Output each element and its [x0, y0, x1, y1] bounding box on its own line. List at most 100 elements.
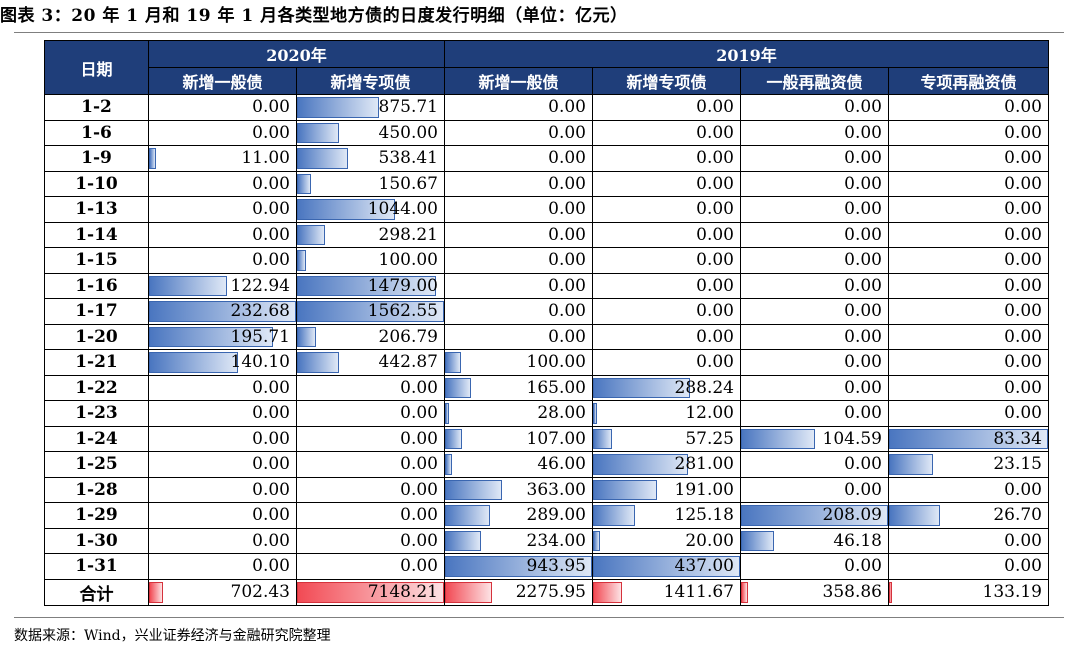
cell-value: 104.59 — [822, 428, 882, 449]
cell-value: 0.00 — [548, 148, 586, 169]
value-cell: 0.00 — [740, 476, 889, 503]
value-cell: 23.15 — [888, 451, 1049, 478]
group-header-2019: 2019年 — [444, 40, 1049, 68]
cell-value: 0.00 — [548, 250, 586, 271]
cell-value: 2275.95 — [515, 582, 586, 602]
value-cell: 0.00 — [740, 553, 889, 580]
data-bar — [741, 530, 774, 551]
cell-value: 23.15 — [993, 454, 1042, 475]
table-row: 1-21 140.10 442.87 100.00 0.00 0.00 0.00 — [44, 349, 1049, 376]
cell-value: 0.00 — [1004, 250, 1042, 271]
cell-value: 46.00 — [537, 454, 586, 475]
cell-value: 0.00 — [844, 199, 882, 220]
value-cell: 20.00 — [592, 527, 741, 554]
value-cell: 358.86 — [740, 578, 889, 606]
table-row: 1-17 232.68 1562.55 0.00 0.00 0.00 0.00 — [44, 298, 1049, 325]
value-cell: 7148.21 — [296, 578, 445, 606]
title-divider — [14, 32, 1064, 33]
data-bar — [593, 581, 623, 603]
table-row: 1-2 0.00 875.71 0.00 0.00 0.00 0.00 — [44, 94, 1049, 121]
table-row: 1-31 0.00 0.00 943.95 437.00 0.00 0.00 — [44, 553, 1049, 580]
value-cell: 0.00 — [888, 94, 1049, 121]
cell-value: 28.00 — [537, 403, 586, 424]
value-cell: 0.00 — [148, 425, 297, 452]
value-cell: 0.00 — [592, 196, 741, 223]
value-cell: 195.71 — [148, 323, 297, 350]
cell-value: 7148.21 — [367, 582, 438, 602]
value-cell: 0.00 — [592, 349, 741, 376]
value-cell: 0.00 — [444, 221, 593, 248]
cell-value: 0.00 — [1004, 122, 1042, 143]
cell-value: 0.00 — [252, 428, 290, 449]
value-cell: 0.00 — [888, 247, 1049, 274]
table-row: 1-10 0.00 150.67 0.00 0.00 0.00 0.00 — [44, 170, 1049, 197]
value-cell: 0.00 — [888, 527, 1049, 554]
value-cell: 0.00 — [444, 323, 593, 350]
table-row: 1-22 0.00 0.00 165.00 288.24 0.00 0.00 — [44, 374, 1049, 401]
cell-value: 0.00 — [252, 173, 290, 194]
value-cell: 298.21 — [296, 221, 445, 248]
value-cell: 702.43 — [148, 578, 297, 606]
data-bar — [445, 505, 490, 526]
value-cell: 0.00 — [444, 94, 593, 121]
cell-value: 875.71 — [378, 97, 438, 118]
data-bar — [593, 479, 658, 500]
row-date: 1-21 — [44, 349, 149, 376]
table-row: 1-6 0.00 450.00 0.00 0.00 0.00 0.00 — [44, 119, 1049, 146]
value-cell: 100.00 — [444, 349, 593, 376]
footer-divider — [14, 617, 1064, 618]
value-cell: 0.00 — [148, 94, 297, 121]
cell-value: 289.00 — [526, 505, 586, 526]
source-note: 数据来源：Wind，兴业证券经济与金融研究院整理 — [14, 628, 331, 644]
data-bar — [593, 505, 636, 526]
data-bar — [445, 377, 471, 398]
value-cell: 0.00 — [740, 298, 889, 325]
value-cell: 0.00 — [740, 323, 889, 350]
cell-value: 0.00 — [1004, 97, 1042, 118]
data-bar — [149, 581, 164, 603]
value-cell: 0.00 — [888, 170, 1049, 197]
value-cell: 104.59 — [740, 425, 889, 452]
data-bar — [149, 148, 156, 169]
cell-value: 0.00 — [844, 97, 882, 118]
value-cell: 0.00 — [888, 298, 1049, 325]
cell-value: 0.00 — [844, 224, 882, 245]
value-cell: 0.00 — [296, 374, 445, 401]
cell-value: 450.00 — [378, 122, 438, 143]
cell-value: 83.34 — [993, 428, 1042, 449]
cell-value: 0.00 — [400, 454, 438, 475]
cell-value: 0.00 — [1004, 224, 1042, 245]
value-cell: 0.00 — [740, 221, 889, 248]
data-bar — [297, 301, 444, 322]
table-row: 1-29 0.00 0.00 289.00 125.18 208.09 26.70 — [44, 502, 1049, 529]
cell-value: 0.00 — [844, 403, 882, 424]
data-bar — [593, 377, 690, 398]
value-cell: 232.68 — [148, 298, 297, 325]
data-bar — [445, 581, 492, 603]
value-cell: 0.00 — [296, 425, 445, 452]
cell-value: 232.68 — [230, 301, 290, 322]
cell-value: 0.00 — [252, 403, 290, 424]
value-cell: 100.00 — [296, 247, 445, 274]
value-cell: 0.00 — [592, 323, 741, 350]
row-date: 1-9 — [44, 145, 149, 172]
value-cell: 1562.55 — [296, 298, 445, 325]
data-bar — [445, 403, 450, 424]
cell-value: 0.00 — [844, 454, 882, 475]
value-cell: 46.00 — [444, 451, 593, 478]
value-cell: 0.00 — [740, 119, 889, 146]
value-cell: 0.00 — [444, 272, 593, 299]
cell-value: 0.00 — [844, 250, 882, 271]
value-cell: 12.00 — [592, 400, 741, 427]
cell-value: 0.00 — [400, 505, 438, 526]
value-cell: 0.00 — [888, 221, 1049, 248]
cell-value: 0.00 — [252, 505, 290, 526]
cell-value: 0.00 — [1004, 352, 1042, 373]
value-cell: 0.00 — [740, 196, 889, 223]
cell-value: 0.00 — [696, 122, 734, 143]
data-bar — [445, 556, 592, 577]
cell-value: 0.00 — [696, 173, 734, 194]
column-header: 新增一般债 — [148, 67, 297, 95]
value-cell: 234.00 — [444, 527, 593, 554]
value-cell: 875.71 — [296, 94, 445, 121]
